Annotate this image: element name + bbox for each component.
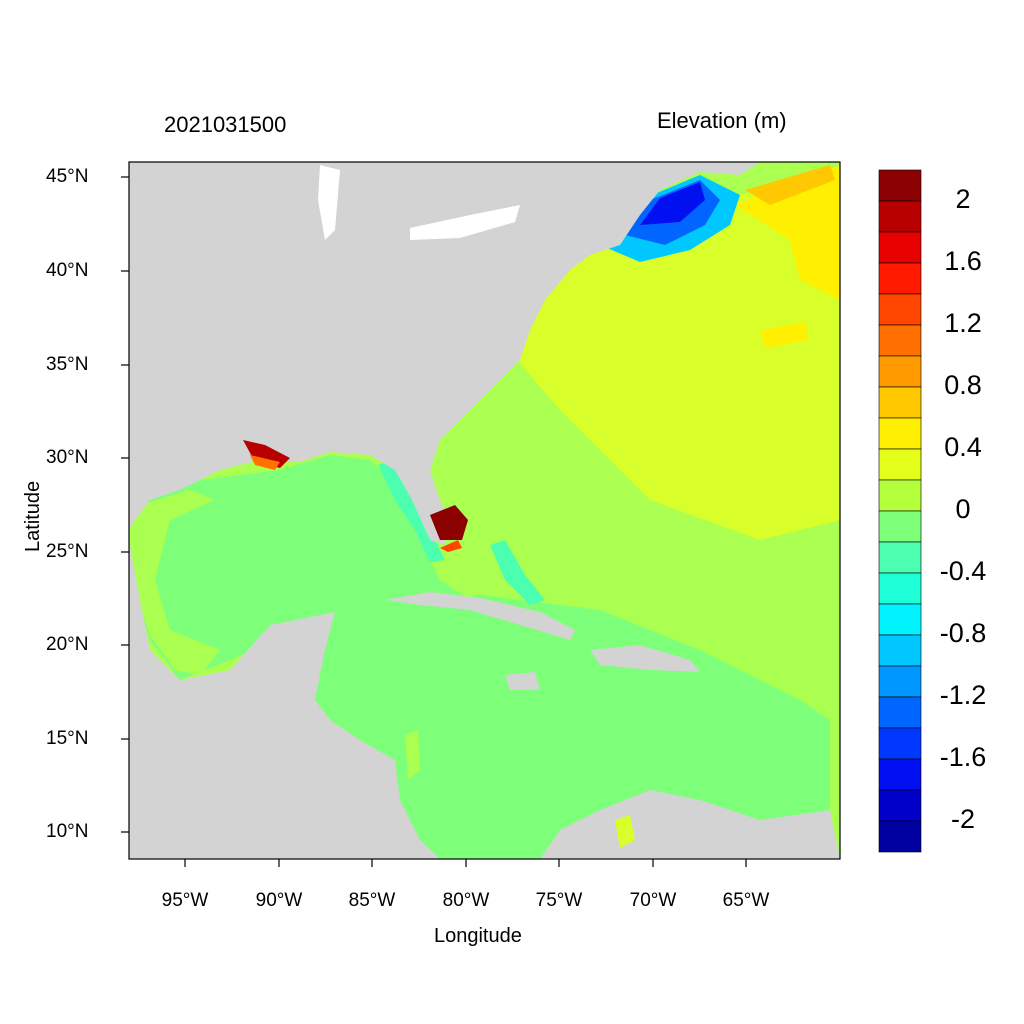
lat-tick-label: 10°N — [46, 821, 89, 842]
maracaibo-patch — [615, 815, 635, 848]
timestamp-label: 2021031500 — [164, 112, 287, 137]
louisiana-delta-high — [250, 455, 280, 470]
colorbar-swatch — [878, 169, 922, 202]
gulf-shelf-field — [135, 490, 220, 675]
gulf-of-maine-core — [640, 182, 705, 225]
colorbar-tick-label: -1.6 — [939, 742, 987, 772]
lat-tick-label: 40°N — [46, 260, 89, 281]
south-america-land — [540, 790, 840, 859]
lon-tick-label: 80°W — [442, 890, 490, 911]
lon-tick-label: 75°W — [535, 890, 583, 911]
colorbar-tick-label: -0.8 — [939, 618, 987, 648]
colorbar-swatch — [878, 665, 922, 698]
colorbar-swatch — [878, 603, 922, 636]
lon-tick-label: 65°W — [722, 890, 770, 911]
colorbar-swatch — [878, 696, 922, 729]
colorbar-tick-label: -2 — [950, 804, 975, 834]
colorbar-tick-label: 0 — [955, 494, 971, 524]
map-frame — [128, 161, 841, 860]
colorbar-swatch — [878, 820, 922, 853]
colorbar-swatch — [878, 758, 922, 791]
gulf-of-mexico-field — [135, 455, 470, 680]
map-panel — [129, 162, 840, 859]
colorbar-tick-label: 2 — [955, 184, 971, 214]
colorbar-swatch — [878, 200, 922, 233]
north-america-land — [129, 162, 760, 545]
colorbar — [878, 169, 922, 853]
colorbar-swatch — [878, 510, 922, 543]
variable-title: Elevation (m) — [657, 108, 787, 133]
colorbar-swatch — [878, 355, 922, 388]
colorbar-swatch — [878, 448, 922, 481]
colorbar-tick-label: 0.4 — [944, 432, 982, 462]
colorbar-swatch — [878, 634, 922, 667]
lat-tick-label: 20°N — [46, 634, 89, 655]
lake-erie-ontario — [410, 205, 520, 240]
lon-tick-label: 95°W — [161, 890, 209, 911]
colorbar-swatch — [878, 479, 922, 512]
colorbar-swatch — [878, 324, 922, 357]
mexico-central-america-land — [129, 540, 440, 859]
colorbar-swatch — [878, 572, 922, 605]
x-axis-label: Longitude — [434, 925, 522, 947]
colorbar-swatch — [878, 262, 922, 295]
colorbar-tick-label: 0.8 — [944, 370, 982, 400]
colorbar-swatch — [878, 386, 922, 419]
cuba-land — [385, 592, 575, 640]
colorbar-swatch — [878, 417, 922, 450]
florida-tip-high — [440, 540, 462, 552]
caribbean-sea-field — [300, 595, 830, 859]
x-axis-ticks — [184, 859, 747, 867]
lake-michigan — [318, 165, 340, 240]
colorbar-tick-label: 1.6 — [944, 246, 982, 276]
jamaica-land — [505, 672, 540, 690]
y-axis-ticks — [121, 176, 129, 833]
lat-tick-label: 15°N — [46, 728, 89, 749]
bahamas-bank-field — [490, 540, 545, 605]
lat-tick-label: 35°N — [46, 354, 89, 375]
colorbar-tick-label: 1.2 — [944, 308, 982, 338]
colorbar-swatch — [878, 293, 922, 326]
offshore-high-patch — [760, 322, 808, 348]
colorbar-swatch — [878, 727, 922, 760]
everglades-high — [430, 505, 468, 540]
colorbar-tick-label: -1.2 — [939, 680, 987, 710]
lat-tick-label: 45°N — [46, 166, 89, 187]
lon-tick-label: 90°W — [255, 890, 303, 911]
lon-tick-label: 85°W — [348, 890, 396, 911]
hispaniola-land — [590, 645, 700, 672]
lat-tick-label: 30°N — [46, 447, 89, 468]
nicaragua-shelf-patch — [405, 730, 420, 780]
scotian-shelf-field — [745, 165, 835, 205]
lat-tick-label: 25°N — [46, 541, 89, 562]
colorbar-swatch — [878, 541, 922, 574]
northwest-atlantic-field — [500, 170, 840, 540]
colorbar-swatch — [878, 231, 922, 264]
colorbar-tick-label: -0.4 — [939, 556, 987, 586]
colorbar-swatch — [878, 789, 922, 822]
lon-tick-label: 70°W — [629, 890, 677, 911]
